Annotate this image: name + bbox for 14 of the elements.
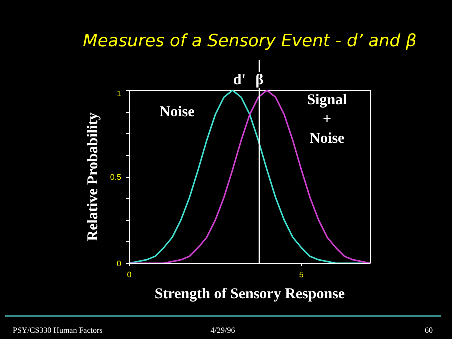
series-label: Noise [160, 104, 196, 120]
x-tick-label: 5 [299, 270, 304, 280]
text: PSY/CS330 Human Factors [13, 325, 104, 336]
annotation: d' [233, 72, 246, 88]
text: 4/29/96 [210, 325, 236, 336]
x-axis-title: Strength of Sensory Response [154, 286, 346, 302]
annotation: β [256, 72, 264, 88]
y-axis-title: Relative Probability [85, 112, 102, 242]
y-tick-label: 0.5 [110, 173, 122, 182]
series-label: Signal + Noise [307, 92, 348, 147]
text: 60 [424, 325, 433, 336]
y-tick-label: 0 [117, 260, 122, 268]
y-tick-label: 1 [117, 90, 122, 98]
chart-title: Measures of a Sensory Event - d’ and β [83, 32, 418, 52]
